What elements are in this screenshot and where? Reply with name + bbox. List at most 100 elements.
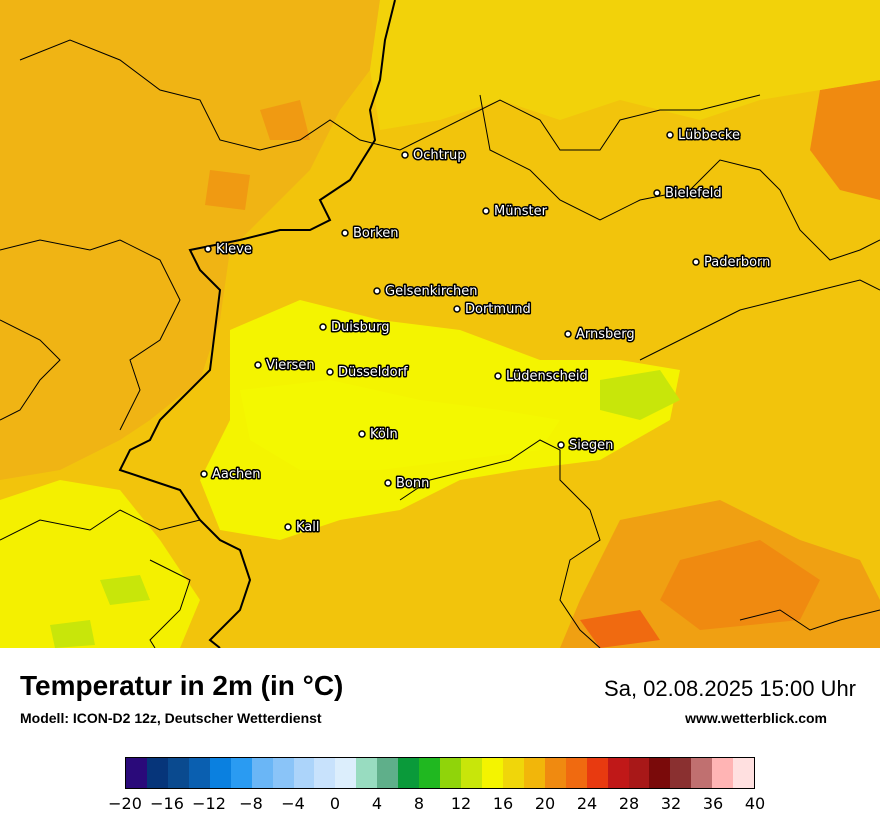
- city-marker: Bonn: [384, 475, 431, 493]
- color-legend: [125, 757, 755, 789]
- city-label: Lüdenscheid: [506, 369, 588, 384]
- legend-swatch: [314, 758, 336, 788]
- legend-tick-label: −12: [192, 794, 226, 813]
- city-marker: Münster: [482, 203, 549, 221]
- legend-swatch: [293, 758, 315, 788]
- legend-swatch: [670, 758, 692, 788]
- city-dot: [204, 245, 212, 253]
- city-dot: [384, 479, 392, 487]
- map-footer: Temperatur in 2m (in °C) Modell: ICON-D2…: [0, 648, 880, 830]
- legend-swatch: [649, 758, 671, 788]
- website-link[interactable]: www.wetterblick.com: [685, 710, 827, 726]
- legend-swatch: [523, 758, 545, 788]
- legend-swatch: [481, 758, 503, 788]
- legend-ticks: −20 −16 −12 −8 −4 0 4 8 12 16 20 24 28 32 36 40: [0, 794, 880, 818]
- city-label: Köln: [370, 427, 398, 442]
- legend-swatch: [419, 758, 441, 788]
- border-lines: [0, 0, 880, 648]
- legend-swatch: [377, 758, 399, 788]
- legend-tick-label: 24: [576, 794, 598, 813]
- city-dot: [494, 372, 502, 380]
- legend-tick-label: 16: [492, 794, 514, 813]
- legend-tick-label: 40: [744, 794, 766, 813]
- city-label: Duisburg: [331, 320, 390, 335]
- city-marker: Arnsberg: [564, 326, 636, 344]
- city-marker: Borken: [341, 225, 400, 243]
- city-label: Lübbecke: [678, 128, 740, 143]
- city-dot: [453, 305, 461, 313]
- city-dot: [482, 207, 490, 215]
- city-marker: Lüdenscheid: [494, 368, 589, 386]
- legend-swatch: [230, 758, 252, 788]
- city-dot: [557, 441, 565, 449]
- city-marker: Siegen: [557, 437, 615, 455]
- city-dot: [341, 229, 349, 237]
- legend-swatch: [335, 758, 357, 788]
- legend-tick-label: −20: [108, 794, 142, 813]
- city-label: Dortmund: [465, 302, 531, 317]
- legend-swatch: [586, 758, 608, 788]
- city-marker: Gelsenkirchen: [373, 283, 479, 301]
- city-markers: Lübbecke Ochtrup Bielefeld Münster Borken Kle…: [200, 127, 772, 537]
- legend-tick-label: 0: [329, 794, 341, 813]
- city-dot: [200, 470, 208, 478]
- city-dot: [692, 258, 700, 266]
- city-label: Kleve: [216, 242, 252, 257]
- model-subtitle: Modell: ICON-D2 12z, Deutscher Wetterdie…: [20, 710, 322, 726]
- legend-swatch: [398, 758, 420, 788]
- legend-swatch: [188, 758, 210, 788]
- city-marker: Köln: [358, 426, 399, 444]
- legend-swatch: [209, 758, 231, 788]
- city-dot: [401, 151, 409, 159]
- legend-swatch: [628, 758, 650, 788]
- city-marker: Aachen: [200, 466, 262, 484]
- city-marker: Viersen: [254, 357, 316, 375]
- temperature-field-warm: [0, 0, 880, 648]
- legend-swatch: [251, 758, 273, 788]
- legend-tick-label: −8: [239, 794, 263, 813]
- city-label: Aachen: [212, 467, 260, 482]
- city-label: Münster: [494, 204, 548, 219]
- city-marker: Kleve: [204, 241, 253, 259]
- legend-tick-label: 20: [534, 794, 556, 813]
- city-label: Ochtrup: [413, 148, 466, 163]
- legend-swatch: [167, 758, 189, 788]
- city-marker: Kall: [284, 519, 321, 537]
- city-label: Paderborn: [704, 255, 770, 270]
- legend-tick-label: 4: [371, 794, 383, 813]
- city-label: Düsseldorf: [338, 365, 408, 380]
- city-marker: Paderborn: [692, 254, 772, 272]
- legend-tick-label: 12: [450, 794, 472, 813]
- city-label: Bonn: [396, 476, 429, 491]
- legend-swatch: [544, 758, 566, 788]
- legend-tick-label: 32: [660, 794, 682, 813]
- city-marker: Düsseldorf: [326, 364, 409, 382]
- legend-swatch: [502, 758, 524, 788]
- city-marker: Bielefeld: [653, 185, 723, 203]
- city-label: Gelsenkirchen: [385, 284, 478, 299]
- legend-swatch: [126, 758, 147, 788]
- city-dot: [284, 523, 292, 531]
- city-dot: [564, 330, 572, 338]
- city-marker: Dortmund: [453, 301, 532, 319]
- city-label: Arnsberg: [576, 327, 635, 342]
- city-dot: [319, 323, 327, 331]
- legend-swatch: [565, 758, 587, 788]
- temperature-map: Lübbecke Ochtrup Bielefeld Münster Borken Kle…: [0, 0, 880, 648]
- legend-swatch: [272, 758, 294, 788]
- city-label: Siegen: [569, 438, 613, 453]
- legend-tick-label: 28: [618, 794, 640, 813]
- city-dot: [358, 430, 366, 438]
- legend-tick-label: 8: [413, 794, 425, 813]
- map-title: Temperatur in 2m (in °C): [20, 670, 344, 701]
- city-label: Viersen: [266, 358, 315, 373]
- forecast-datetime: Sa, 02.08.2025 15:00 Uhr: [604, 676, 856, 701]
- legend-tick-label: −16: [150, 794, 184, 813]
- city-dot: [326, 368, 334, 376]
- city-dot: [254, 361, 262, 369]
- city-dot: [373, 287, 381, 295]
- city-label: Borken: [353, 226, 399, 241]
- legend-tick-label: −4: [281, 794, 305, 813]
- city-dot: [666, 131, 674, 139]
- city-marker: Duisburg: [319, 319, 391, 337]
